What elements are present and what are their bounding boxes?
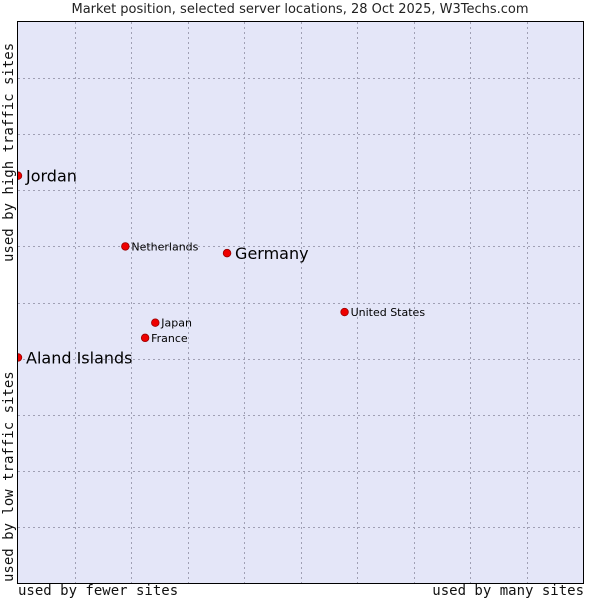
chart-svg: Jordan Netherlands Germany United States Jap… [13,22,583,583]
data-point: Germany [222,244,309,263]
data-point-label: Netherlands [131,240,198,253]
data-point-label: Aland Islands [26,348,133,367]
grid [18,22,583,583]
data-point: Netherlands [121,240,199,253]
data-point-marker [222,248,232,258]
plot-area: Jordan Netherlands Germany United States Jap… [13,21,584,584]
x-axis-high-label: used by many sites [432,583,584,599]
data-point-label: France [151,332,188,345]
data-point-marker [13,353,23,362]
data-point-marker [13,171,23,180]
data-point: Japan [151,317,192,330]
data-point-marker [340,307,349,317]
data-point-label: Japan [160,317,192,330]
data-point: United States [340,306,426,319]
x-axis-low-label: used by fewer sites [18,583,179,599]
data-point-marker [121,242,130,251]
data-point-label: United States [351,306,426,319]
data-point: Aland Islands [13,348,133,367]
data-point-marker [151,318,160,327]
data-point: France [140,332,188,345]
data-point-label: Jordan [25,167,77,186]
data-point-label: Germany [235,244,309,263]
data-point-marker [140,333,150,343]
y-axis-high-label: used by high traffic sites [1,42,17,262]
y-axis-low-label: used by low traffic sites [1,371,17,582]
chart-title: Market position, selected server locatio… [71,2,529,17]
data-points: Jordan Netherlands Germany United States Jap… [13,167,426,367]
data-point: Jordan [13,167,77,186]
